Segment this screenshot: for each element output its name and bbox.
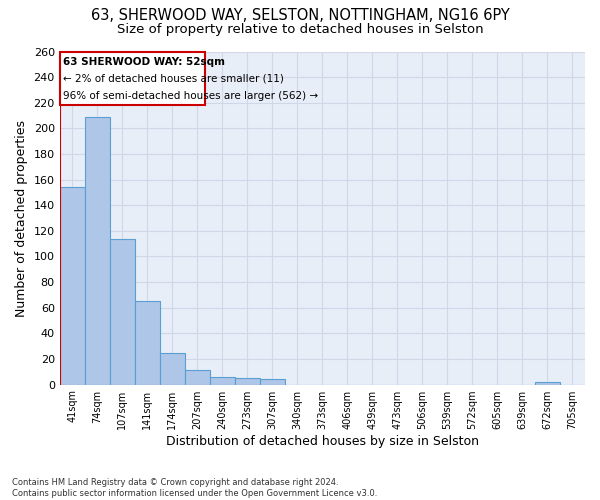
Bar [59,188,85,384]
X-axis label: Distribution of detached houses by size in Selston: Distribution of detached houses by size … [166,434,479,448]
FancyBboxPatch shape [59,52,205,106]
Text: 63 SHERWOOD WAY: 52sqm: 63 SHERWOOD WAY: 52sqm [64,58,226,68]
Bar [260,380,285,384]
Bar [160,352,185,384]
Bar [85,117,110,384]
Text: Size of property relative to detached houses in Selston: Size of property relative to detached ho… [116,22,484,36]
Bar [185,370,210,384]
Bar [110,238,135,384]
Text: Contains HM Land Registry data © Crown copyright and database right 2024.
Contai: Contains HM Land Registry data © Crown c… [12,478,377,498]
Bar [210,377,235,384]
Bar [135,302,160,384]
Text: 63, SHERWOOD WAY, SELSTON, NOTTINGHAM, NG16 6PY: 63, SHERWOOD WAY, SELSTON, NOTTINGHAM, N… [91,8,509,22]
Text: 96% of semi-detached houses are larger (562) →: 96% of semi-detached houses are larger (… [64,92,319,102]
Bar [535,382,560,384]
Bar [235,378,260,384]
Text: ← 2% of detached houses are smaller (11): ← 2% of detached houses are smaller (11) [64,74,284,84]
Y-axis label: Number of detached properties: Number of detached properties [15,120,28,316]
